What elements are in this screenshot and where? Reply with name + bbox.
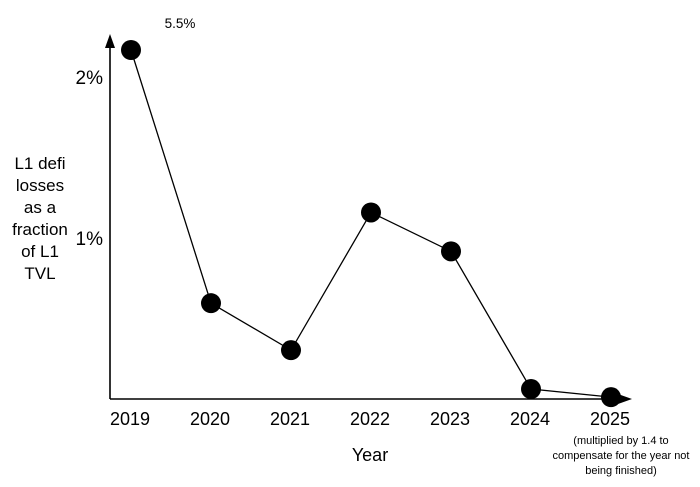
data-point-2024 bbox=[521, 379, 541, 400]
data-point-2022 bbox=[361, 202, 381, 223]
x-axis-arrowhead-icon bbox=[618, 394, 632, 404]
x-tick-2025: 2025 bbox=[589, 409, 631, 429]
y-axis-title: L1 defi losses as a fraction of L1 TVL bbox=[12, 154, 68, 283]
x-axis-footnote: (multiplied by 1.4 to compensate for the… bbox=[552, 435, 690, 477]
data-line bbox=[130, 49, 612, 398]
data-point-2019 bbox=[121, 40, 141, 60]
x-tick-2024: 2024 bbox=[509, 409, 551, 429]
data-point-2023 bbox=[441, 241, 461, 262]
data-point-2021 bbox=[281, 340, 301, 361]
x-tick-2020: 2020 bbox=[189, 409, 231, 429]
x-tick-2019: 2019 bbox=[109, 409, 151, 429]
x-tick-2023: 2023 bbox=[429, 409, 471, 429]
y-tick-2pct: 2% bbox=[75, 68, 103, 89]
data-point-2025 bbox=[601, 387, 621, 408]
y-tick-1pct: 1% bbox=[75, 229, 103, 250]
x-tick-2022: 2022 bbox=[349, 409, 391, 429]
data-point-2020 bbox=[201, 293, 221, 314]
x-tick-2021: 2021 bbox=[269, 409, 311, 429]
x-axis-title: Year bbox=[351, 445, 389, 465]
y-axis-arrowhead-icon bbox=[105, 34, 115, 48]
annotation-2019-value: 5.5% bbox=[164, 16, 196, 31]
